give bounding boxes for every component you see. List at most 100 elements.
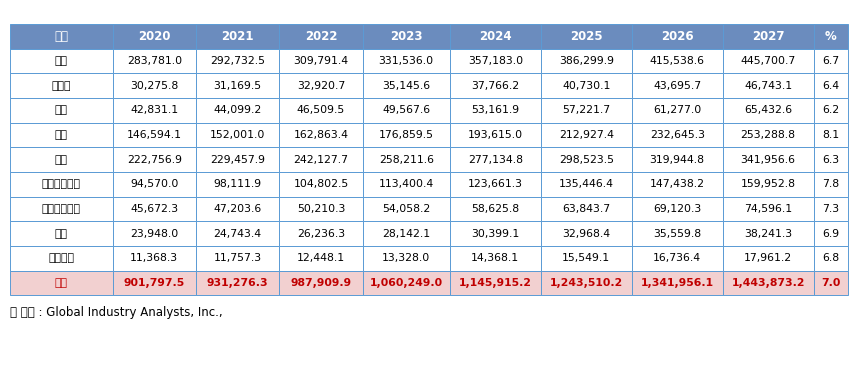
- Text: 146,594.1: 146,594.1: [127, 130, 182, 140]
- Text: 12,448.1: 12,448.1: [297, 253, 345, 264]
- Text: 2021: 2021: [221, 30, 254, 43]
- Text: 1,341,956.1: 1,341,956.1: [641, 278, 714, 288]
- Bar: [541, 271, 631, 295]
- Text: 7.8: 7.8: [822, 179, 839, 189]
- Bar: [631, 24, 722, 48]
- Text: 54,058.2: 54,058.2: [382, 204, 431, 214]
- Bar: [10, 98, 112, 123]
- Text: 176,859.5: 176,859.5: [378, 130, 434, 140]
- Text: 11,368.3: 11,368.3: [130, 253, 178, 264]
- Text: 6.9: 6.9: [822, 229, 839, 239]
- Bar: [196, 147, 280, 172]
- Bar: [450, 147, 541, 172]
- Text: 309,791.4: 309,791.4: [293, 56, 348, 66]
- Bar: [10, 147, 112, 172]
- Text: 미국: 미국: [55, 56, 68, 66]
- Text: 212,927.4: 212,927.4: [559, 130, 613, 140]
- Bar: [541, 172, 631, 197]
- Text: 합계: 합계: [55, 278, 68, 288]
- Text: 40,730.1: 40,730.1: [562, 81, 610, 91]
- Bar: [722, 271, 813, 295]
- Bar: [363, 73, 450, 98]
- Text: 319,944.8: 319,944.8: [650, 155, 704, 165]
- Bar: [363, 123, 450, 147]
- Text: 중국: 중국: [55, 130, 68, 140]
- Bar: [196, 271, 280, 295]
- Bar: [112, 271, 196, 295]
- Bar: [450, 271, 541, 295]
- Bar: [196, 48, 280, 73]
- Text: 1,443,873.2: 1,443,873.2: [731, 278, 805, 288]
- Bar: [112, 24, 196, 48]
- Bar: [631, 271, 722, 295]
- Text: 50,210.3: 50,210.3: [297, 204, 345, 214]
- Bar: [722, 98, 813, 123]
- Text: 2026: 2026: [661, 30, 693, 43]
- Bar: [450, 48, 541, 73]
- Bar: [631, 172, 722, 197]
- Bar: [722, 172, 813, 197]
- Text: 32,968.4: 32,968.4: [562, 229, 610, 239]
- Bar: [112, 197, 196, 221]
- Bar: [450, 98, 541, 123]
- Text: 147,438.2: 147,438.2: [650, 179, 704, 189]
- Text: 253,288.8: 253,288.8: [740, 130, 795, 140]
- Text: 13,328.0: 13,328.0: [382, 253, 431, 264]
- Bar: [541, 221, 631, 246]
- Bar: [541, 73, 631, 98]
- Text: 7.0: 7.0: [821, 278, 840, 288]
- Text: 유럽: 유럽: [55, 155, 68, 165]
- Bar: [631, 197, 722, 221]
- Text: 987,909.9: 987,909.9: [291, 278, 352, 288]
- Text: %: %: [825, 30, 837, 43]
- Text: 292,732.5: 292,732.5: [210, 56, 265, 66]
- Bar: [631, 246, 722, 271]
- Bar: [722, 123, 813, 147]
- Bar: [280, 48, 363, 73]
- Bar: [280, 24, 363, 48]
- Text: 104,802.5: 104,802.5: [293, 179, 348, 189]
- Bar: [363, 48, 450, 73]
- Bar: [280, 123, 363, 147]
- Bar: [112, 246, 196, 271]
- Bar: [10, 172, 112, 197]
- Bar: [631, 98, 722, 123]
- Text: 2025: 2025: [570, 30, 602, 43]
- Bar: [280, 147, 363, 172]
- Text: 46,509.5: 46,509.5: [297, 105, 345, 115]
- Text: 331,536.0: 331,536.0: [378, 56, 434, 66]
- Text: 2023: 2023: [390, 30, 422, 43]
- Bar: [541, 24, 631, 48]
- Bar: [280, 197, 363, 221]
- Bar: [10, 123, 112, 147]
- Text: 445,700.7: 445,700.7: [740, 56, 795, 66]
- Text: 2022: 2022: [305, 30, 337, 43]
- Bar: [813, 271, 848, 295]
- Bar: [813, 123, 848, 147]
- Bar: [112, 172, 196, 197]
- Text: 38,241.3: 38,241.3: [744, 229, 792, 239]
- Bar: [363, 246, 450, 271]
- Bar: [196, 123, 280, 147]
- Text: 2027: 2027: [752, 30, 784, 43]
- Bar: [196, 221, 280, 246]
- Text: 6.4: 6.4: [822, 81, 839, 91]
- Text: 229,457.9: 229,457.9: [210, 155, 265, 165]
- Text: 135,446.4: 135,446.4: [559, 179, 613, 189]
- Bar: [631, 221, 722, 246]
- Bar: [363, 197, 450, 221]
- Bar: [196, 98, 280, 123]
- Text: 31,169.5: 31,169.5: [214, 81, 262, 91]
- Text: 아프리카: 아프리카: [48, 253, 75, 264]
- Text: 232,645.3: 232,645.3: [650, 130, 704, 140]
- Bar: [196, 172, 280, 197]
- Text: 8.1: 8.1: [822, 130, 839, 140]
- Text: 7.3: 7.3: [822, 204, 839, 214]
- Bar: [10, 271, 112, 295]
- Bar: [541, 123, 631, 147]
- Text: 11,757.3: 11,757.3: [214, 253, 262, 264]
- Text: 6.8: 6.8: [822, 253, 839, 264]
- Bar: [363, 98, 450, 123]
- Text: 283,781.0: 283,781.0: [127, 56, 182, 66]
- Bar: [196, 73, 280, 98]
